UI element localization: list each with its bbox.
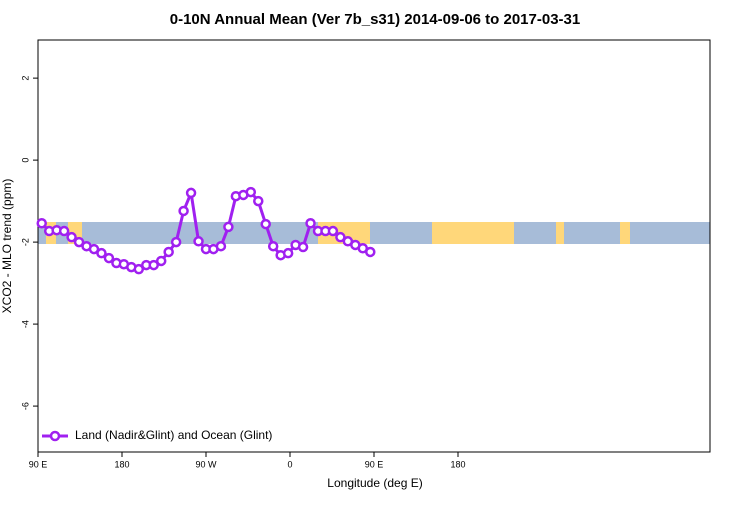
point bbox=[365, 246, 376, 258]
x-tick-label: 180 bbox=[114, 459, 129, 469]
y-tick-label: -2 bbox=[20, 238, 30, 246]
point bbox=[96, 247, 107, 259]
point bbox=[88, 243, 100, 255]
point bbox=[253, 195, 264, 207]
point bbox=[327, 225, 339, 237]
point bbox=[223, 221, 234, 233]
x-tick-label: 180 bbox=[450, 459, 465, 469]
y-tick-label: -6 bbox=[20, 402, 30, 410]
point bbox=[185, 187, 197, 199]
point bbox=[103, 252, 115, 264]
x-tick-label: 90 E bbox=[365, 459, 384, 469]
legend-marker bbox=[49, 430, 61, 442]
point bbox=[73, 236, 85, 248]
point bbox=[193, 236, 204, 247]
point bbox=[260, 218, 271, 230]
x-tick-label: 90 W bbox=[195, 459, 217, 469]
point bbox=[282, 247, 294, 259]
legend-label: Land (Nadir&Glint) and Ocean (Glint) bbox=[75, 428, 272, 442]
point bbox=[215, 240, 227, 252]
point bbox=[133, 263, 145, 275]
point bbox=[36, 217, 47, 229]
point bbox=[155, 255, 167, 267]
y-axis-label: XCO2 - MLO trend (ppm) bbox=[0, 179, 14, 314]
point bbox=[335, 231, 346, 243]
point bbox=[178, 205, 189, 217]
x-tick-label: 90 E bbox=[29, 459, 48, 469]
point bbox=[170, 236, 182, 248]
point bbox=[267, 240, 279, 252]
x-tick-label: 0 bbox=[287, 459, 292, 469]
y-tick-label: -4 bbox=[20, 320, 30, 328]
point bbox=[305, 217, 316, 229]
x-axis-label: Longitude (deg E) bbox=[327, 476, 422, 490]
map-strip bbox=[38, 222, 710, 244]
y-tick-label: 0 bbox=[20, 158, 30, 163]
chart-title: 0-10N Annual Mean (Ver 7b_s31) 2014-09-0… bbox=[170, 11, 580, 28]
point bbox=[163, 246, 174, 258]
point bbox=[148, 259, 159, 271]
point bbox=[58, 225, 70, 237]
plot-frame bbox=[37, 39, 711, 453]
point bbox=[66, 231, 77, 243]
point bbox=[245, 186, 257, 198]
y-tick-label: 2 bbox=[20, 76, 30, 81]
point bbox=[297, 241, 309, 253]
